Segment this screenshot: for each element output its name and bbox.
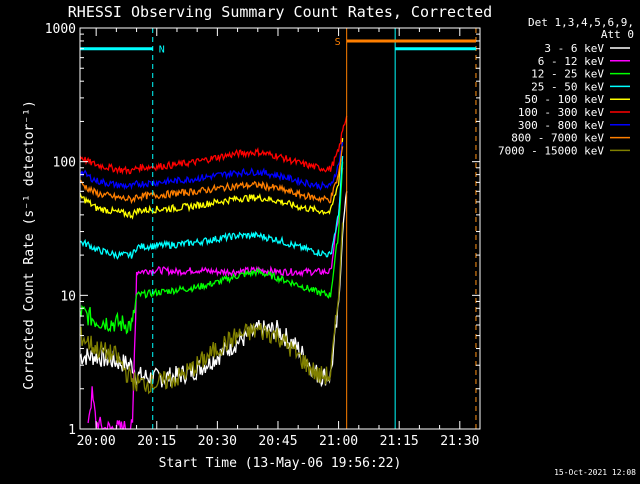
- legend-entry-label-0: 3 - 6 keV: [544, 42, 604, 55]
- legend-entry-label-3: 25 - 50 keV: [531, 80, 604, 93]
- x-tick-label-4: 21:00: [319, 434, 358, 449]
- x-tick-label-0: 20:00: [77, 434, 116, 449]
- x-tick-label-5: 21:15: [380, 434, 419, 449]
- legend-entry-label-4: 50 - 100 keV: [525, 93, 605, 106]
- chart-title: RHESSI Observing Summary Count Rates, Co…: [68, 3, 492, 21]
- series-line-5: [79, 115, 348, 176]
- legend-entry-label-1: 6 - 12 keV: [538, 55, 605, 68]
- legend-entry-label-8: 7000 - 15000 keV: [498, 144, 604, 157]
- timestamp: 15-Oct-2021 12:08: [554, 468, 636, 477]
- y-tick-label-2: 100: [53, 156, 76, 171]
- legend-entry-label-7: 800 - 7000 keV: [511, 132, 604, 145]
- legend-header-line-1: Det 1,3,4,5,6,9,: [528, 16, 634, 29]
- series-line-2: [79, 161, 344, 335]
- legend-header-line-2: Att 0: [601, 28, 634, 41]
- y-tick-label-3: 1000: [45, 22, 76, 37]
- series-line-7: [79, 146, 344, 205]
- marker-layer: NS: [80, 28, 477, 429]
- x-tick-label-6: 21:30: [440, 434, 479, 449]
- series-layer: [79, 115, 348, 430]
- legend-entry-label-5: 100 - 300 keV: [518, 106, 604, 119]
- axis-layer: 20:00 20:15 20:30 20:45 21:00 21:15 21:30 1 10 10…: [45, 22, 481, 449]
- y-axis-label: Corrected Count Rate (s⁻¹ detector⁻¹): [22, 100, 37, 390]
- legend-entry-label-6: 300 - 800 keV: [518, 119, 604, 132]
- y-tick-label-1: 10: [60, 289, 76, 304]
- series-line-4: [79, 138, 344, 220]
- x-tick-label-2: 20:30: [198, 434, 237, 449]
- series-line-6: [79, 142, 344, 191]
- plot-frame: [79, 27, 481, 430]
- x-tick-label-3: 20:45: [258, 434, 297, 449]
- series-line-3: [79, 156, 344, 260]
- annotation-label-1: S: [335, 37, 341, 48]
- annotation-label-0: N: [159, 45, 165, 56]
- x-axis-label: Start Time (13-May-06 19:56:22): [159, 456, 402, 471]
- series-line-8: [79, 222, 344, 395]
- x-tick-label-1: 20:15: [137, 434, 176, 449]
- legend-entry-label-2: 12 - 25 keV: [531, 68, 604, 81]
- y-tick-label-0: 1: [68, 423, 76, 438]
